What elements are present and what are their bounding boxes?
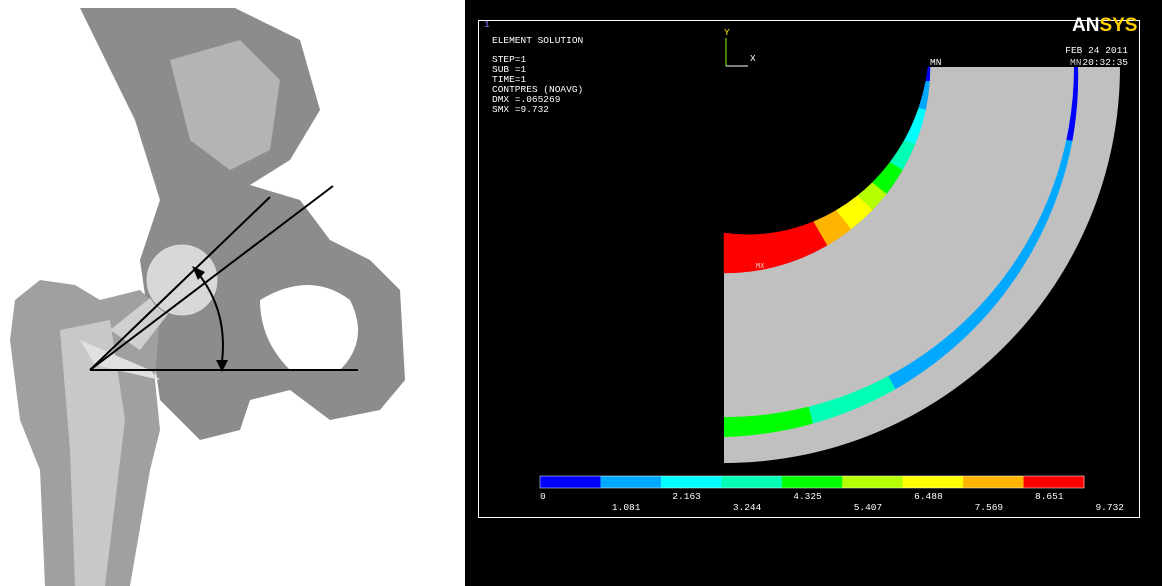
pelvis-highlight — [170, 40, 280, 170]
legend-swatch — [842, 476, 904, 488]
inner-hole — [724, 67, 930, 273]
legend-label: 1.081 — [612, 502, 641, 513]
info-line: DMX =.065269 — [492, 94, 561, 105]
triad-y-label: Y — [724, 27, 730, 38]
contact-band — [724, 406, 813, 437]
triad-x-label: X — [750, 53, 756, 64]
min-label: MN — [930, 57, 941, 68]
logo-part: SYS — [1099, 15, 1137, 36]
contact-band — [723, 221, 828, 274]
info-line: SUB =1 — [492, 64, 527, 75]
info-line: ELEMENT SOLUTION — [492, 35, 583, 46]
legend-frame — [539, 475, 1085, 489]
legend: 0 1.081 2.163 3.244 4.325 5.407 6.488 7.569 8.65… — [539, 475, 1124, 513]
angle-arc — [196, 271, 224, 363]
legend-swatch — [963, 476, 1025, 488]
logo-part: AN — [1072, 15, 1099, 36]
legend-swatch — [660, 476, 722, 488]
legend-label: 7.569 — [975, 502, 1004, 513]
time: 20:32:35 — [1082, 57, 1128, 68]
legend-label: 5.407 — [854, 502, 883, 513]
hip-illustration — [0, 0, 465, 586]
max-label: MX — [756, 263, 765, 271]
legend-swatch — [600, 476, 662, 488]
legend-label: 2.163 — [672, 491, 701, 502]
legend-label: 8.651 — [1035, 491, 1064, 502]
legend-swatch — [721, 476, 783, 488]
info-line: TIME=1 — [492, 74, 527, 85]
legend-swatch — [781, 476, 843, 488]
triad: Y X — [724, 27, 756, 67]
date: FEB 24 2011 — [1065, 45, 1128, 56]
legend-label: 4.325 — [793, 491, 822, 502]
logo: ANSYS — [1072, 15, 1137, 36]
legend-swatch — [540, 476, 601, 488]
model — [723, 66, 1120, 463]
legend-swatch — [902, 476, 964, 488]
implant-stem — [60, 320, 125, 586]
arrow-head — [192, 266, 205, 280]
arrow-head — [216, 360, 228, 372]
info-line: SMX =9.732 — [492, 104, 549, 115]
cup-line — [89, 185, 334, 371]
contact-band — [1066, 67, 1079, 142]
info-line: STEP=1 — [492, 54, 527, 65]
obturator — [260, 285, 358, 370]
axis-line — [89, 196, 271, 371]
info-line: CONTPRES (NOAVG) — [492, 84, 583, 95]
min-label: MN — [1070, 57, 1081, 68]
viewport-border — [478, 20, 1140, 518]
legend-label: 6.488 — [914, 491, 943, 502]
legend-label: 0 — [540, 491, 546, 502]
window-number: 1 — [484, 19, 490, 30]
legend-label: 9.732 — [1095, 502, 1124, 513]
legend-swatch — [1023, 476, 1085, 488]
contact-band — [808, 376, 896, 424]
legend-label: 3.244 — [733, 502, 762, 513]
